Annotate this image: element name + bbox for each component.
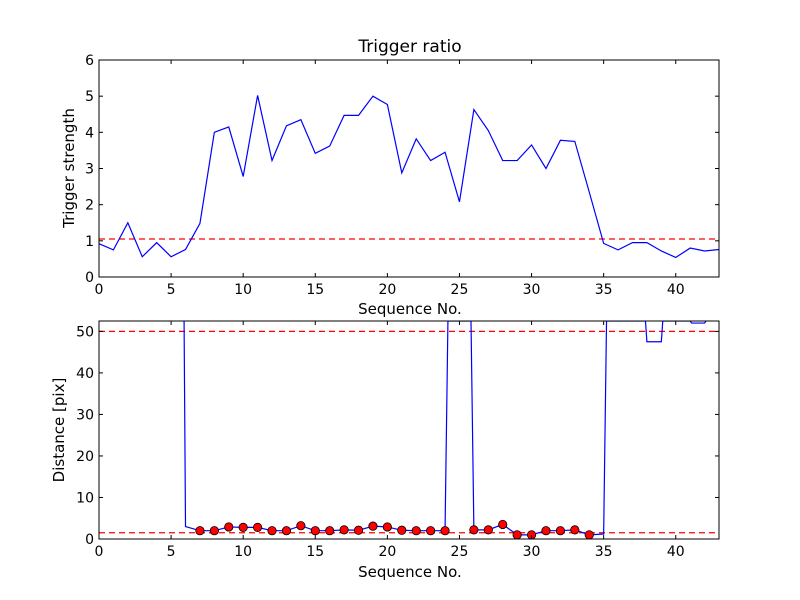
- data-point: [469, 525, 479, 535]
- y-tick-label: 4: [85, 125, 94, 141]
- data-point: [296, 521, 306, 531]
- y-tick-label: 20: [76, 449, 94, 465]
- x-tick-label: 40: [667, 282, 685, 298]
- x-tick-label: 5: [167, 282, 176, 298]
- x-tick-label: 20: [378, 544, 396, 560]
- data-point: [195, 526, 205, 536]
- data-point: [411, 526, 421, 536]
- x-axis-label: Sequence No.: [358, 300, 462, 318]
- x-tick-label: 0: [95, 282, 104, 298]
- y-axis-label: Trigger strength: [60, 108, 78, 229]
- data-point: [368, 521, 378, 531]
- x-tick-label: 10: [234, 282, 252, 298]
- distance-panel: Sequence No. Distance [pix] 0 5 10 15 20 25 30…: [50, 320, 720, 581]
- y-tick-label: 0: [85, 270, 94, 286]
- data-point: [339, 525, 349, 535]
- data-point: [555, 526, 565, 536]
- x-tick-label: 5: [167, 544, 176, 560]
- data-point: [498, 519, 508, 530]
- data-point: [440, 526, 450, 536]
- data-point: [382, 522, 392, 532]
- y-axis-label: Distance [pix]: [50, 378, 68, 483]
- data-point: [584, 530, 594, 540]
- data-point: [397, 525, 407, 535]
- x-tick-label: 10: [234, 544, 252, 560]
- x-tick-label: 15: [306, 282, 324, 298]
- data-point: [353, 525, 364, 535]
- x-tick-label: 25: [451, 544, 469, 560]
- data-point: [310, 526, 320, 536]
- x-tick-label: 40: [667, 544, 685, 560]
- x-tick-label: 0: [95, 544, 104, 560]
- chart-title: Trigger ratio: [357, 37, 461, 57]
- series-line: [183, 321, 707, 536]
- data-point: [267, 526, 277, 536]
- x-tick-label: 35: [595, 544, 613, 560]
- series-line: [99, 95, 719, 259]
- axes-frame: [98, 320, 720, 540]
- x-axis-label: Sequence No.: [358, 563, 462, 581]
- trigger-ratio-panel: Trigger ratio Sequence No. Trigger stren…: [60, 37, 720, 318]
- data-point: [209, 526, 219, 536]
- x-tick-label: 15: [306, 544, 324, 560]
- y-tick-label: 3: [85, 162, 94, 178]
- y-tick-label: 50: [76, 324, 94, 340]
- x-tick-label: 30: [523, 544, 541, 560]
- data-point: [570, 525, 580, 535]
- data-point: [281, 526, 292, 536]
- y-tick-label: 1: [85, 234, 94, 250]
- y-tick-label: 30: [76, 407, 94, 423]
- data-point: [253, 522, 263, 532]
- data-point: [426, 526, 436, 536]
- x-tick-label: 30: [523, 282, 541, 298]
- data-point: [512, 530, 522, 540]
- data-point: [483, 525, 493, 535]
- data-point: [224, 522, 234, 532]
- y-tick-label: 5: [85, 89, 94, 105]
- y-tick-label: 10: [76, 490, 94, 506]
- x-tick-label: 20: [378, 282, 396, 298]
- y-tick-label: 2: [85, 198, 94, 214]
- y-tick-label: 6: [85, 53, 94, 69]
- x-tick-label: 25: [451, 282, 469, 298]
- data-point: [238, 522, 248, 532]
- y-tick-label: 40: [76, 366, 94, 382]
- data-point: [325, 526, 335, 536]
- data-point: [541, 526, 551, 536]
- y-tick-label: 0: [85, 532, 94, 548]
- x-tick-label: 35: [595, 282, 613, 298]
